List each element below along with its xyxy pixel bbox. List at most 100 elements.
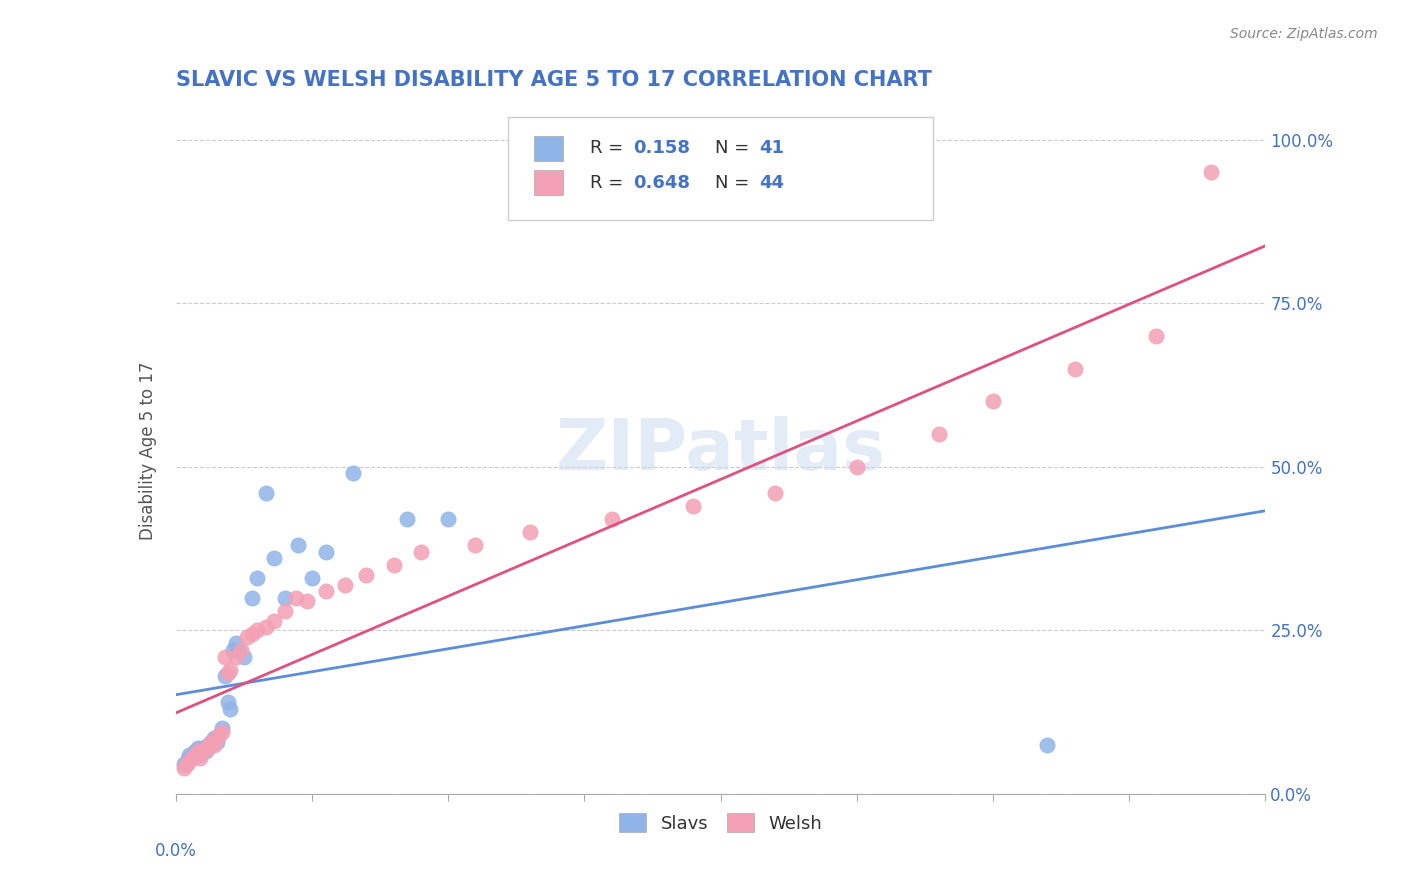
Point <box>191 744 214 758</box>
Point <box>208 728 231 742</box>
Point <box>184 747 207 762</box>
Point <box>225 649 247 664</box>
Point <box>231 643 253 657</box>
Point <box>197 739 219 754</box>
Point <box>214 669 236 683</box>
Text: 41: 41 <box>759 139 783 157</box>
Point <box>274 591 297 605</box>
Point <box>1199 165 1222 179</box>
Point <box>287 538 309 552</box>
Point <box>263 614 285 628</box>
Point <box>217 695 239 709</box>
Text: 0.648: 0.648 <box>633 174 690 192</box>
Point <box>845 459 868 474</box>
Point <box>1144 329 1167 343</box>
Point <box>219 702 242 716</box>
Point <box>228 643 250 657</box>
Text: N =: N = <box>716 174 755 192</box>
Point <box>194 741 217 756</box>
Point <box>519 525 541 540</box>
Point <box>173 761 195 775</box>
Point <box>200 734 222 748</box>
Point <box>263 551 285 566</box>
FancyBboxPatch shape <box>508 118 934 220</box>
Point <box>928 427 950 442</box>
Text: 0.0%: 0.0% <box>155 842 197 860</box>
Point <box>396 512 419 526</box>
Point <box>1036 738 1059 752</box>
Point <box>246 624 269 638</box>
Text: SLAVIC VS WELSH DISABILITY AGE 5 TO 17 CORRELATION CHART: SLAVIC VS WELSH DISABILITY AGE 5 TO 17 C… <box>176 70 932 90</box>
Point <box>232 649 254 664</box>
Point <box>763 486 786 500</box>
Point <box>1063 361 1085 376</box>
Point <box>235 630 257 644</box>
Text: R =: R = <box>591 139 628 157</box>
Point <box>186 741 209 756</box>
Text: 44: 44 <box>759 174 783 192</box>
Point <box>682 499 704 513</box>
Point <box>437 512 460 526</box>
Point <box>191 741 214 756</box>
Point <box>225 636 247 650</box>
Point <box>179 754 201 768</box>
Point <box>191 744 214 758</box>
Point <box>217 665 239 680</box>
Point <box>214 649 236 664</box>
Point <box>176 757 198 772</box>
Point <box>284 591 307 605</box>
Point <box>600 512 623 526</box>
Point <box>179 751 201 765</box>
Text: ZIPatlas: ZIPatlas <box>555 416 886 485</box>
Point <box>246 571 269 585</box>
Point <box>342 467 364 481</box>
Point <box>208 728 231 742</box>
Point <box>240 591 263 605</box>
Point <box>254 620 277 634</box>
Point <box>409 545 432 559</box>
Point <box>184 747 207 762</box>
Point <box>202 731 225 746</box>
Point <box>274 604 297 618</box>
Point <box>202 738 225 752</box>
Point <box>356 567 378 582</box>
Point <box>211 722 233 736</box>
Point <box>981 394 1004 409</box>
Point <box>173 757 195 772</box>
Point <box>315 545 337 559</box>
Point <box>176 754 198 768</box>
Point <box>205 734 228 748</box>
Point <box>301 571 323 585</box>
Text: R =: R = <box>591 174 628 192</box>
Point <box>184 744 207 758</box>
Y-axis label: Disability Age 5 to 17: Disability Age 5 to 17 <box>139 361 157 540</box>
FancyBboxPatch shape <box>534 136 564 161</box>
Point <box>205 731 228 746</box>
Point <box>205 731 228 746</box>
FancyBboxPatch shape <box>534 169 564 195</box>
Point <box>464 538 486 552</box>
Point <box>197 738 219 752</box>
Point <box>315 584 337 599</box>
Point <box>197 741 219 756</box>
Point <box>295 594 318 608</box>
Point <box>188 747 211 762</box>
Text: 0.158: 0.158 <box>633 139 690 157</box>
Point <box>333 577 356 591</box>
Point <box>219 663 242 677</box>
Point <box>200 734 222 748</box>
Point <box>254 486 277 500</box>
Point <box>194 744 217 758</box>
Text: Source: ZipAtlas.com: Source: ZipAtlas.com <box>1230 27 1378 41</box>
Point <box>186 744 209 758</box>
Point <box>188 751 211 765</box>
Point <box>200 738 222 752</box>
Point <box>211 724 233 739</box>
Legend: Slavs, Welsh: Slavs, Welsh <box>612 806 830 839</box>
Point <box>240 626 263 640</box>
Point <box>181 751 204 765</box>
Point <box>179 747 201 762</box>
Point <box>222 643 245 657</box>
Point <box>194 741 217 756</box>
Point <box>181 751 204 765</box>
